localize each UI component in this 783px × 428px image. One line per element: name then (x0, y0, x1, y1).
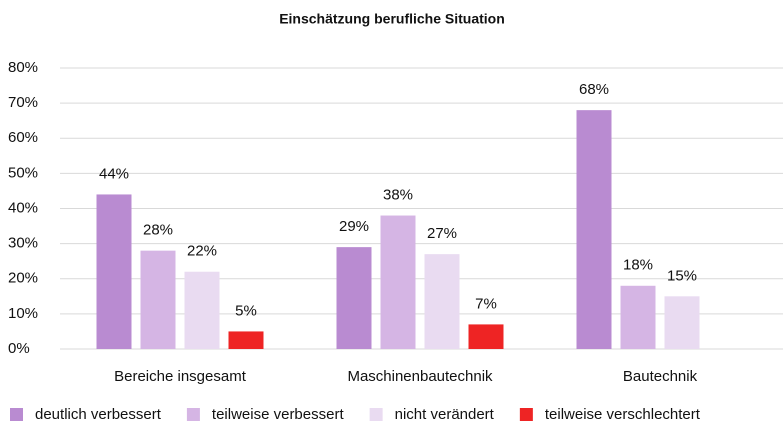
legend-swatch (369, 408, 383, 421)
data-label: 44% (99, 165, 129, 182)
legend-swatch (10, 408, 23, 421)
legend-label: teilweise verbessert (212, 406, 345, 423)
x-tick-label: Bereiche insgesamt (114, 368, 247, 385)
y-tick-label: 40% (8, 199, 38, 216)
data-label: 7% (475, 295, 497, 312)
bar (576, 110, 612, 350)
data-label: 29% (339, 218, 369, 235)
bar (620, 285, 656, 349)
chart-title: Einschätzung berufliche Situation (279, 11, 505, 27)
data-label: 28% (143, 222, 173, 239)
bar (228, 331, 264, 349)
data-label: 38% (383, 186, 413, 203)
bar (96, 194, 132, 349)
legend-swatch (519, 408, 533, 421)
bar (140, 250, 176, 349)
y-tick-label: 70% (8, 94, 38, 111)
y-tick-label: 10% (8, 305, 38, 322)
y-tick-label: 0% (8, 340, 30, 357)
bar (664, 296, 700, 349)
y-tick-label: 50% (8, 164, 38, 181)
bar (184, 271, 220, 349)
data-label: 5% (235, 302, 257, 319)
y-tick-label: 30% (8, 235, 38, 252)
data-label: 22% (187, 243, 217, 260)
y-tick-label: 60% (8, 129, 38, 146)
data-label: 27% (427, 225, 457, 242)
data-label: 68% (579, 81, 609, 98)
bar (468, 324, 504, 349)
data-label: 15% (667, 267, 697, 284)
legend-label: teilweise verschlechtert (545, 406, 701, 423)
y-tick-label: 80% (8, 59, 38, 76)
data-label: 18% (623, 257, 653, 274)
y-tick-label: 20% (8, 270, 38, 287)
x-tick-label: Bautechnik (623, 368, 698, 385)
legend-label: deutlich verbessert (35, 406, 162, 423)
bar (336, 247, 372, 349)
legend-label: nicht verändert (395, 406, 495, 423)
bar (380, 215, 416, 349)
legend-swatch (186, 408, 200, 421)
x-tick-label: Maschinenbautechnik (347, 368, 493, 385)
bar (424, 254, 460, 349)
